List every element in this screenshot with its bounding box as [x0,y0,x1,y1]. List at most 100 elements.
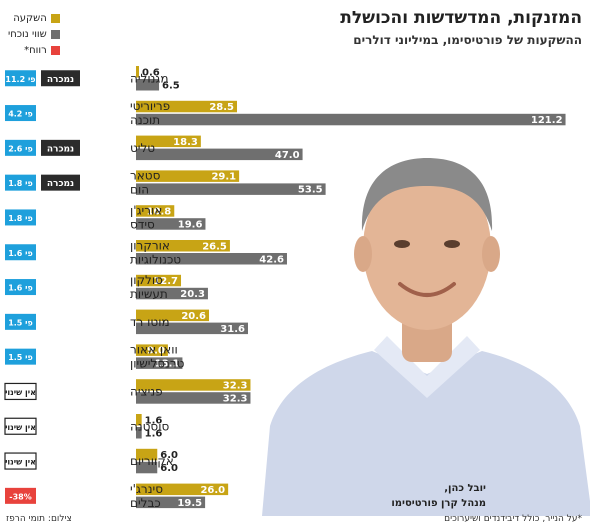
portrait-ear-right [482,236,500,272]
bar-current-value [136,287,208,300]
portrait-eye-left [394,240,410,248]
value-label-current-value: 20.3 [180,289,205,300]
bar-current-value [136,322,248,335]
photo-credit: צילום: תומי הרפז [6,514,72,524]
sold-tag [41,139,80,156]
category-label: טרנסלישיון [130,357,185,371]
value-label-current-value: 6.0 [160,463,178,474]
category-label: תעשיות [130,287,168,301]
bar-investment [136,274,182,287]
photo-caption-name: יובל כהן, [444,483,486,494]
chart-subtitle: ההשקעות של פורטיסימו, במיליוני דולרים [353,33,582,47]
chart-title: המזנקות, המדשדשות והכושלת [340,8,582,28]
value-label-investment: 6.0 [160,450,178,461]
value-label-investment: 1.6 [145,415,163,426]
sold-tag [41,70,80,87]
value-label-current-value: 53.5 [298,185,323,196]
category-label: מגנוליה [130,71,169,85]
bar-investment [136,66,139,78]
bar-investment [136,240,230,252]
outcome-badge [4,382,37,401]
outcome-badge-label: 2.6 פי [8,144,33,153]
value-label-current-value: 6.5 [162,80,180,91]
value-label-current-value: 31.6 [220,324,245,335]
bar-current-value [136,148,303,161]
value-label-current-value: 42.6 [259,254,284,265]
bar-current-value [136,357,183,369]
outcome-badge-label: 4.2 פי [8,110,33,119]
category-label: סידס [130,217,155,231]
chart-row: 18.3 47.0 טליט 2.6 פי נמכרה [5,135,303,161]
value-label-investment: 29.1 [211,172,236,183]
category-label: כבלים [130,496,161,510]
outcome-badge [4,417,37,435]
outcome-badge [5,244,36,261]
outcome-badge-label: אין שינוי [5,388,36,397]
value-label-investment: 32.3 [223,381,248,392]
outcome-badge-label: אין שינוי [5,458,36,467]
value-label-current-value: 13.1 [155,359,180,370]
outcome-badge-label: -38% [9,492,31,501]
outcome-badge [5,174,36,191]
bar-current-value [136,253,287,265]
outcome-badge-label: 1.5 פי [8,353,33,362]
portrait-shirt [262,351,590,516]
legend-item-current-value: שווי נוכחי [8,26,60,42]
legend-label-investment: השקעה [13,12,47,24]
outcome-badge [5,209,36,226]
category-label: תוכנה [130,113,160,127]
category-label: אוריג'ן [130,203,162,217]
bar-current-value [136,461,158,474]
bar-current-value [136,496,206,509]
value-label-investment: 9.0 [147,346,165,357]
category-label: וואן אאור [130,343,178,357]
legend-swatch-investment [50,13,60,23]
category-label: טליט [130,141,155,155]
bar-current-value [136,113,566,126]
bar-investment [136,170,240,182]
bar-investment [136,100,238,113]
chart-row: 32.3 32.3 פניציה אין שינוי [4,379,251,405]
chart-footnote: *על הנייר, כולל דיבידנדים ושיערוכים [444,514,582,524]
outcome-badge [4,452,37,470]
outcome-badge-label: 11.2 פי [5,75,35,84]
category-label: טכנולוגיות [130,252,181,266]
bar-investment [136,448,158,461]
outcome-badge-label: 1.6 פי [8,249,33,258]
portrait-ear-left [354,236,372,272]
value-label-investment: 26.0 [200,485,225,496]
portrait-hair [361,158,493,231]
photo-caption: יובל כהן, מנהל קרן פורטיסימו [391,481,486,511]
value-label-current-value: 1.6 [145,428,163,439]
bar-current-value [136,218,206,230]
chart-legend: השקעה שווי נוכחי רווח* [8,10,60,58]
bar-investment [136,309,210,322]
bar-current-value [136,79,160,91]
value-label-current-value: 19.6 [178,220,203,231]
bar-investment [136,483,229,496]
legend-label-current-value: שווי נוכחי [8,28,47,40]
sold-tag-label: נמכרה [47,75,74,85]
category-label: סטאר [130,169,161,183]
outcome-badge-label: 1.6 פי [8,284,33,293]
category-label: סולקון [130,273,163,287]
outcome-badge [5,313,36,330]
outcome-badge [5,348,36,365]
legend-label-profit: רווח* [24,44,47,56]
legend-item-investment: השקעה [8,10,60,26]
value-label-investment: 12.7 [153,276,178,287]
outcome-badge [5,70,36,87]
category-label: סוסטנה [130,419,169,433]
